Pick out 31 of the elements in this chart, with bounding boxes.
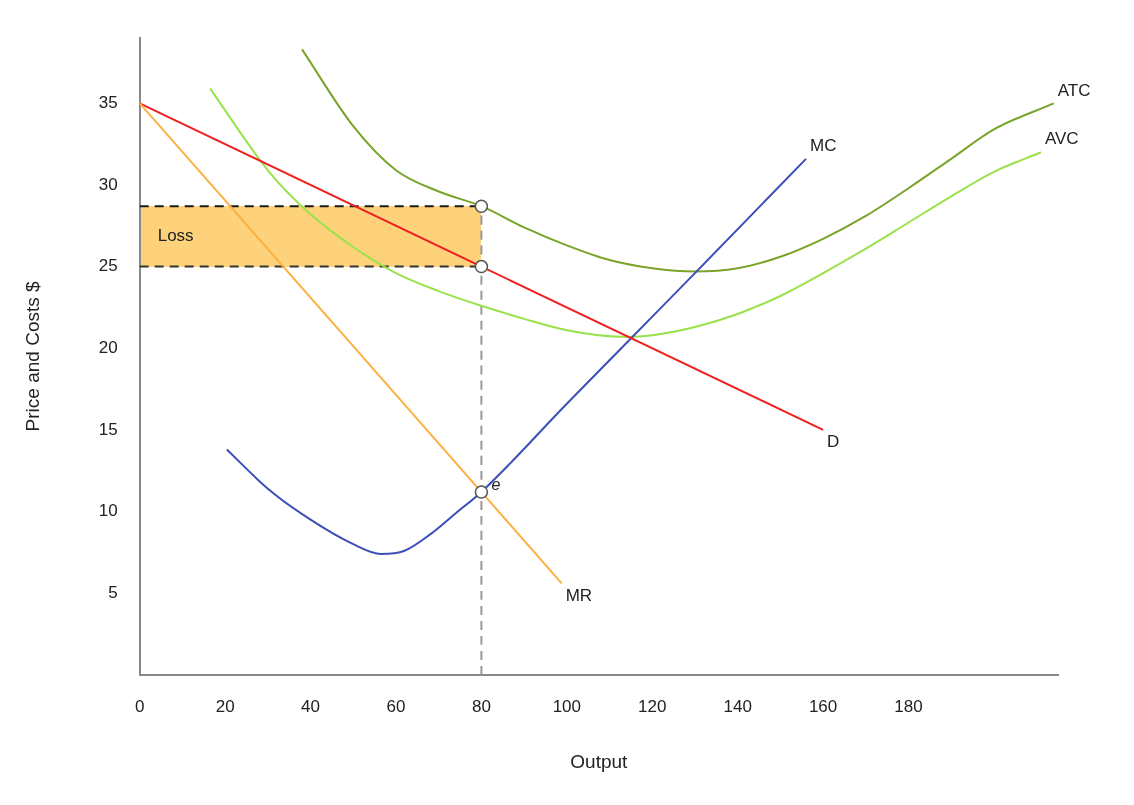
series-label: AVC xyxy=(1044,129,1079,149)
series-label: MC xyxy=(810,136,837,156)
point xyxy=(474,199,489,213)
x-tick-label: 60 xyxy=(386,696,406,716)
series-label: MR xyxy=(565,585,593,605)
y-axis-title: Price and Costs $ xyxy=(21,280,43,432)
x-tick-label: 0 xyxy=(134,696,145,716)
point xyxy=(474,259,489,274)
line-series xyxy=(225,157,807,555)
x-tick-label: 160 xyxy=(808,696,838,716)
y-tick-label: 30 xyxy=(98,174,118,194)
x-tick-label: 80 xyxy=(471,696,491,716)
annotation: Loss xyxy=(157,226,194,247)
x-tick-label: 40 xyxy=(301,696,321,716)
y-tick-label: 15 xyxy=(98,419,118,439)
y-tick-label: 5 xyxy=(108,582,118,602)
series-label: D xyxy=(827,432,840,452)
series-label: ATC xyxy=(1057,80,1091,100)
x-tick-label: 120 xyxy=(638,696,667,716)
x-tick-label: 100 xyxy=(552,696,582,716)
x-tick-label: 180 xyxy=(894,696,923,716)
y-tick-label: 35 xyxy=(98,93,118,112)
annotation: e xyxy=(491,476,501,494)
y-tick-label: 20 xyxy=(98,337,118,357)
y-tick-label: 10 xyxy=(98,501,118,521)
x-tick-label: 140 xyxy=(723,696,752,716)
x-axis-title: Output xyxy=(570,750,629,772)
y-tick-label: 25 xyxy=(98,256,118,276)
line-series xyxy=(209,87,1042,338)
point xyxy=(474,485,489,499)
x-tick-label: 20 xyxy=(215,696,235,716)
